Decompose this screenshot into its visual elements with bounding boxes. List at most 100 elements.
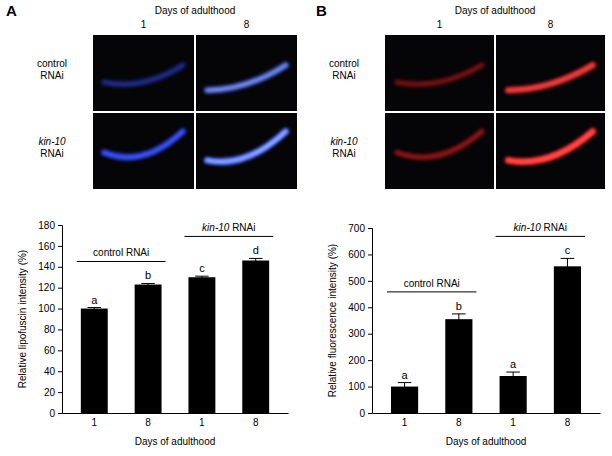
panel-images: ADays of adulthood18controlRNAikin-10RNA… xyxy=(6,2,297,189)
error-bar xyxy=(398,383,412,391)
bar xyxy=(391,387,418,413)
y-tick-mark xyxy=(58,371,62,372)
worm-core xyxy=(104,132,182,158)
micrograph xyxy=(496,35,605,111)
y-axis: 020406080100120140160180 xyxy=(38,220,62,419)
y-tick-mark xyxy=(368,228,372,229)
image-row-label: controlRNAi xyxy=(37,58,67,81)
x-tick-label: 8 xyxy=(565,417,571,428)
y-tick-mark xyxy=(368,307,372,308)
y-tick: 40 xyxy=(44,366,62,377)
error-bar xyxy=(88,308,101,310)
worm-glow xyxy=(104,132,182,158)
group-label: control RNAi xyxy=(404,278,460,289)
significance-letter: d xyxy=(253,244,259,256)
micrograph xyxy=(385,113,494,189)
worm-core xyxy=(207,132,285,162)
y-tick-mark xyxy=(58,392,62,393)
y-tick: 200 xyxy=(348,355,372,366)
bar xyxy=(188,277,215,413)
micrograph xyxy=(196,113,297,189)
group-bracket xyxy=(387,291,476,292)
y-tick: 100 xyxy=(348,381,372,392)
significance-letter: c xyxy=(199,262,205,274)
bar xyxy=(500,376,527,413)
y-tick-mark xyxy=(368,360,372,361)
x-tick: 8 xyxy=(565,413,571,428)
x-axis-line xyxy=(63,413,289,414)
significance-letter: a xyxy=(402,369,409,381)
error-bar-cap xyxy=(249,258,262,259)
y-tick-mark xyxy=(58,267,62,268)
image-column-label: 1 xyxy=(141,19,147,30)
worm-glow xyxy=(397,65,481,84)
worm-core xyxy=(508,65,592,90)
error-bar-cap xyxy=(452,313,466,314)
x-tick-label: 1 xyxy=(402,417,408,428)
significance-letter: b xyxy=(456,300,462,312)
y-axis-line xyxy=(368,229,373,414)
error-bar-cap xyxy=(561,258,575,259)
error-bar-stem xyxy=(513,372,514,380)
worm-core xyxy=(397,132,481,158)
y-tick: 80 xyxy=(44,324,62,335)
error-bar xyxy=(249,258,262,262)
error-bar xyxy=(506,372,520,380)
y-tick-label: 100 xyxy=(38,303,55,314)
x-tick-label: 8 xyxy=(456,417,462,428)
x-tick: 1 xyxy=(510,413,516,428)
x-axis-title: Days of adulthood xyxy=(446,436,527,447)
y-axis: 0100200300400500600700 xyxy=(348,223,372,419)
x-tick: 1 xyxy=(92,413,98,428)
worm-core xyxy=(104,65,182,84)
group-label: kin-10 RNAi xyxy=(514,222,567,233)
y-tick-label: 80 xyxy=(44,324,56,335)
y-tick: 20 xyxy=(44,387,62,398)
y-tick-label: 140 xyxy=(38,261,55,272)
significance-letter: b xyxy=(145,269,151,281)
y-tick-mark xyxy=(368,281,372,282)
x-axis: 1818 xyxy=(373,413,601,428)
group-bracket xyxy=(77,261,166,262)
figure: ADays of adulthood18controlRNAikin-10RNA… xyxy=(0,0,612,456)
y-tick-label: 400 xyxy=(348,302,365,313)
worm-glow xyxy=(104,65,182,84)
group-bracket xyxy=(184,236,273,237)
y-tick: 300 xyxy=(348,328,372,339)
x-tick: 8 xyxy=(145,413,151,428)
y-tick-label: 60 xyxy=(44,345,56,356)
error-bar xyxy=(561,258,575,274)
x-tick-label: 1 xyxy=(510,417,516,428)
micrograph xyxy=(196,35,297,111)
chart: 0204060801001201401601801818Days of adul… xyxy=(17,220,289,447)
y-tick-label: 180 xyxy=(38,220,55,231)
y-tick: 600 xyxy=(348,249,372,260)
chart: 01002003004005006007001818Days of adulth… xyxy=(327,222,601,447)
y-tick-mark xyxy=(368,254,372,255)
error-bar-stem xyxy=(255,258,256,262)
plot-marks xyxy=(81,258,269,413)
plot-marks xyxy=(391,258,581,413)
image-title: Days of adulthood xyxy=(455,5,536,16)
error-bar-cap xyxy=(195,276,208,277)
error-bar-stem xyxy=(458,314,459,325)
error-bar-cap xyxy=(88,307,101,308)
x-tick: 1 xyxy=(199,413,205,428)
y-tick: 60 xyxy=(44,345,62,356)
image-title: Days of adulthood xyxy=(155,5,236,16)
micrograph xyxy=(93,113,194,189)
worm-glow xyxy=(207,132,285,162)
y-tick: 500 xyxy=(348,276,372,287)
y-tick: 180 xyxy=(38,220,62,231)
error-bar-stem xyxy=(404,383,405,391)
worm-core xyxy=(397,65,481,84)
x-tick: 8 xyxy=(253,413,259,428)
y-axis-title: Relative fluorescence intensity (%) xyxy=(327,244,338,397)
worm-glow xyxy=(508,65,592,90)
x-tick-label: 1 xyxy=(92,417,98,428)
x-tick: 8 xyxy=(456,413,462,428)
group-label: control RNAi xyxy=(93,247,149,258)
y-tick: 400 xyxy=(348,302,372,313)
error-bar-cap xyxy=(506,372,520,373)
y-tick-label: 0 xyxy=(49,408,55,419)
